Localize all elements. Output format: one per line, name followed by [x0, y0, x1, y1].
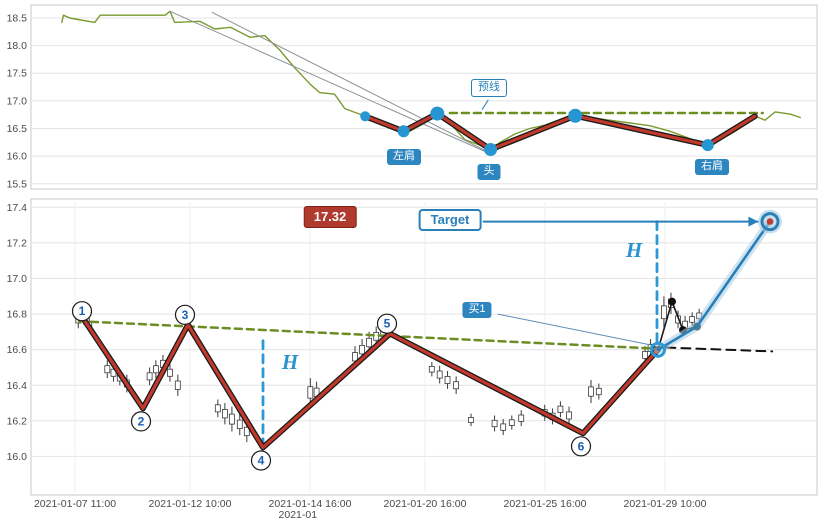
- svg-text:16.4: 16.4: [7, 380, 28, 392]
- bottom-chart-canvas: 17.4 17.2 17.0 16.8 16.6 16.4 16.2 16.0 2021-01-…: [7, 198, 818, 520]
- svg-text:6: 6: [578, 439, 585, 453]
- svg-text:1: 1: [79, 304, 86, 318]
- plot-border: [30, 4, 818, 190]
- svg-text:16.5: 16.5: [7, 123, 28, 135]
- series-breakout-to-target: [653, 217, 775, 354]
- pattern-height-label-right: H: [625, 238, 643, 262]
- vertex-number-labels: 1 2 3 4 5 6: [71, 301, 592, 471]
- svg-text:3: 3: [182, 308, 189, 322]
- target-price-badge: 17.32: [303, 206, 357, 229]
- target-arrow: [482, 216, 759, 227]
- pattern-height-label-left: H: [281, 350, 299, 374]
- svg-text:16.8: 16.8: [7, 309, 28, 321]
- svg-text:16.0: 16.0: [7, 151, 28, 163]
- svg-text:2021-01-20 16:00: 2021-01-20 16:00: [384, 498, 467, 510]
- svg-text:2021-01: 2021-01: [279, 509, 318, 520]
- head-badge: 头: [477, 164, 501, 180]
- svg-text:17.2: 17.2: [7, 237, 28, 249]
- point-markers: [360, 106, 714, 156]
- svg-text:15.5: 15.5: [7, 178, 28, 190]
- axis-tick-labels: 18.5 18.0 17.5 17.0 16.5 16.0 15.5: [7, 13, 28, 191]
- point-markers: [650, 209, 782, 358]
- svg-text:16.2: 16.2: [7, 415, 28, 427]
- right-shoulder-badge: 右肩: [695, 159, 729, 175]
- series-neckline-extended: [77, 319, 662, 351]
- buy-pointer: [497, 313, 653, 346]
- top-chart-canvas: 18.5 18.0 17.5 17.0 16.5 16.0 15.5: [7, 4, 818, 191]
- svg-text:2021-01-12 10:00: 2021-01-12 10:00: [149, 498, 232, 510]
- target-label-badge: Target: [418, 209, 482, 232]
- gridlines: [32, 202, 816, 492]
- svg-text:17.5: 17.5: [7, 68, 28, 80]
- neckline-label-badge: 预线: [471, 79, 507, 97]
- svg-text:2021-01-25 16:00: 2021-01-25 16:00: [504, 498, 587, 510]
- svg-text:2021-01-29 10:00: 2021-01-29 10:00: [624, 498, 707, 510]
- svg-text:18.5: 18.5: [7, 13, 28, 25]
- axis-tick-labels: 17.4 17.2 17.0 16.8 16.6 16.4 16.2 16.0 2021-01-…: [7, 202, 707, 520]
- svg-text:16.0: 16.0: [7, 451, 28, 463]
- svg-text:2021-01-07 11:00: 2021-01-07 11:00: [34, 498, 116, 510]
- series-trendline-upper: [169, 10, 494, 156]
- svg-text:4: 4: [258, 454, 265, 468]
- series-flat-dashed-black: [650, 346, 774, 353]
- series-price: [61, 10, 801, 152]
- series-zigzag-pattern: [82, 318, 661, 451]
- series-head-shoulders-pattern: [362, 110, 758, 153]
- svg-text:5: 5: [384, 317, 391, 331]
- svg-text:17.0: 17.0: [7, 273, 28, 285]
- left-shoulder-badge: 左肩: [387, 149, 421, 165]
- svg-text:17.4: 17.4: [7, 202, 28, 214]
- svg-text:2: 2: [138, 414, 145, 428]
- svg-text:16.6: 16.6: [7, 344, 28, 356]
- svg-text:18.0: 18.0: [7, 40, 28, 52]
- gridlines: [32, 17, 816, 185]
- svg-text:2021-01-14 16:00: 2021-01-14 16:00: [269, 498, 352, 510]
- buy-signal-badge: 买1: [462, 302, 492, 318]
- plot-border: [30, 198, 818, 496]
- svg-text:17.0: 17.0: [7, 95, 28, 107]
- neckline-pointer: [481, 99, 489, 110]
- series-trendline-lower: [211, 11, 486, 152]
